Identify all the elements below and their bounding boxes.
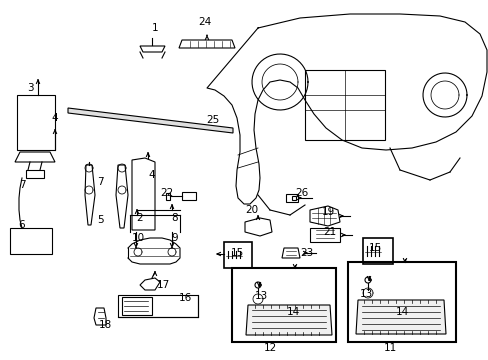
Polygon shape bbox=[68, 108, 232, 133]
Text: 2: 2 bbox=[137, 213, 143, 223]
Text: 12: 12 bbox=[263, 343, 276, 353]
Polygon shape bbox=[245, 305, 331, 335]
Bar bbox=[10, 228, 52, 254]
Text: 18: 18 bbox=[98, 320, 111, 330]
Text: 14: 14 bbox=[286, 307, 299, 317]
Bar bbox=[118, 295, 198, 317]
Text: 13: 13 bbox=[254, 291, 267, 301]
Text: 10: 10 bbox=[131, 233, 144, 243]
Bar bbox=[17, 95, 55, 150]
Text: 9: 9 bbox=[171, 233, 178, 243]
Text: 1: 1 bbox=[151, 23, 158, 33]
Text: 20: 20 bbox=[245, 205, 258, 215]
Text: 3: 3 bbox=[27, 83, 33, 93]
Text: 5: 5 bbox=[97, 215, 103, 225]
Text: 4: 4 bbox=[148, 170, 155, 180]
Text: 26: 26 bbox=[295, 188, 308, 198]
Bar bbox=[122, 297, 152, 315]
Text: 6: 6 bbox=[19, 220, 25, 230]
Text: 15: 15 bbox=[230, 248, 243, 258]
Bar bbox=[362, 238, 392, 264]
Text: 8: 8 bbox=[171, 213, 178, 223]
Text: 7: 7 bbox=[97, 177, 103, 187]
Text: 14: 14 bbox=[395, 307, 408, 317]
Text: 11: 11 bbox=[383, 343, 396, 353]
Bar bbox=[305, 70, 384, 140]
Bar bbox=[347, 262, 455, 342]
Text: 23: 23 bbox=[300, 248, 313, 258]
Text: 15: 15 bbox=[367, 243, 381, 253]
Text: 19: 19 bbox=[321, 207, 334, 217]
Bar bbox=[231, 268, 335, 342]
Text: 16: 16 bbox=[178, 293, 191, 303]
Text: 24: 24 bbox=[198, 17, 211, 27]
Text: 22: 22 bbox=[160, 188, 173, 198]
Text: 17: 17 bbox=[156, 280, 169, 290]
Polygon shape bbox=[355, 300, 445, 334]
Text: 7: 7 bbox=[19, 180, 25, 190]
Text: 13: 13 bbox=[359, 289, 372, 299]
Text: 25: 25 bbox=[206, 115, 219, 125]
Text: 4: 4 bbox=[52, 113, 58, 123]
Bar bbox=[224, 242, 251, 268]
Text: 21: 21 bbox=[323, 227, 336, 237]
